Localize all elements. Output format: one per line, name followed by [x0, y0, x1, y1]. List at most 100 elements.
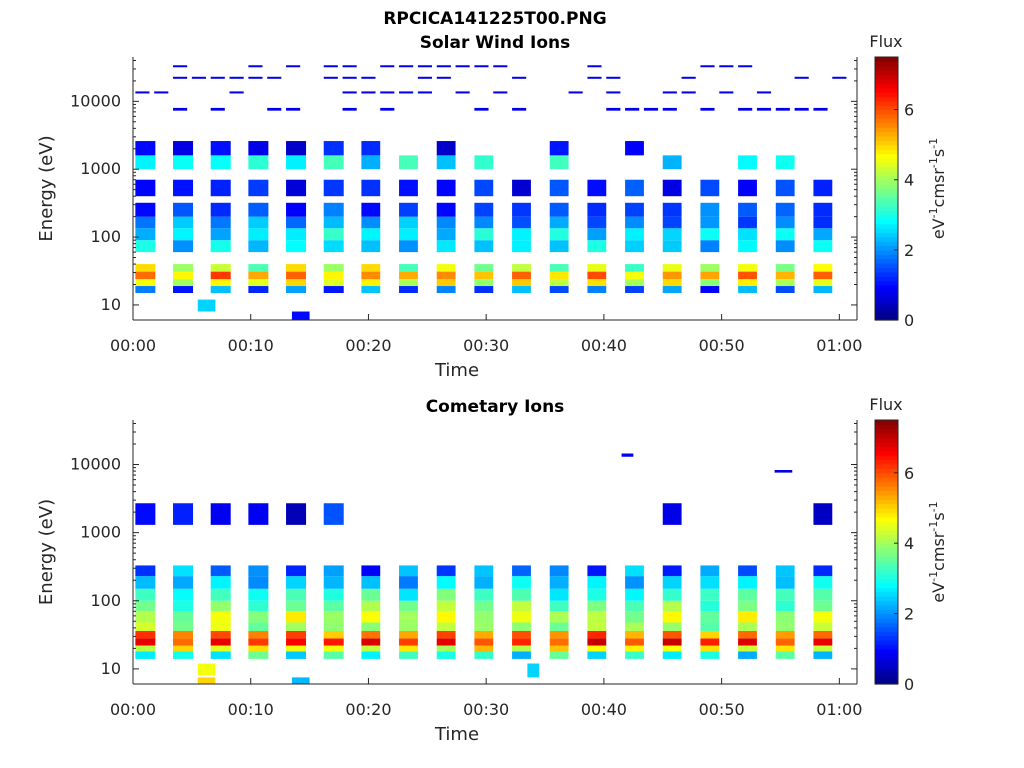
colorbar-swatch: [875, 609, 898, 615]
flux-cell: [191, 76, 206, 79]
flux-cell: [361, 271, 381, 280]
flux-cell: [700, 600, 720, 612]
flux-cell: [625, 638, 644, 646]
colorbar-swatch: [875, 428, 898, 434]
flux-cell: [380, 107, 395, 111]
x-tick-label: 01:00: [816, 700, 862, 719]
flux-cell: [738, 264, 757, 272]
y-tick-label: 100: [90, 591, 121, 610]
flux-cell: [248, 611, 269, 623]
flux-cell: [587, 65, 602, 68]
flux-cell: [436, 216, 456, 229]
flux-cell: [662, 91, 677, 94]
flux-cell: [700, 279, 720, 287]
flux-cell: [587, 202, 607, 217]
flux-cell: [512, 630, 531, 639]
flux-cell: [135, 91, 150, 94]
flux-cell: [173, 286, 194, 293]
flux-cell: [606, 91, 621, 94]
flux-cell: [361, 651, 381, 659]
colorbar-swatch: [875, 657, 898, 663]
y-axis-label: Energy (eV): [36, 499, 57, 605]
flux-cell: [512, 645, 531, 652]
flux-cell: [286, 155, 307, 170]
flux-cell: [512, 286, 531, 293]
flux-cell: [248, 76, 263, 79]
flux-cell: [738, 216, 757, 229]
flux-cell: [286, 271, 307, 280]
flux-cell: [436, 179, 456, 197]
colorbar-swatch: [875, 298, 898, 304]
flux-cell: [173, 600, 194, 612]
flux-cell: [549, 645, 569, 652]
flux-cell: [474, 286, 494, 293]
flux-cell: [436, 651, 456, 659]
colorbar-swatch: [875, 675, 898, 681]
colorbar-tick-label: 6: [904, 101, 914, 120]
flux-cell: [813, 202, 833, 217]
flux-cell: [210, 76, 225, 79]
flux-cell: [700, 630, 720, 639]
flux-cell: [248, 240, 269, 253]
flux-cell: [813, 216, 833, 229]
flux-cell: [197, 677, 216, 684]
colorbar-swatch: [875, 530, 898, 535]
flux-cell: [719, 65, 734, 68]
flux-cell: [662, 179, 682, 197]
flux-cell: [662, 565, 682, 577]
colorbar-swatch: [875, 433, 898, 439]
flux-cell: [775, 638, 795, 646]
x-axis-label: Time: [434, 360, 479, 381]
colorbar-swatch: [875, 118, 898, 124]
flux-cell: [621, 453, 634, 457]
flux-cell: [662, 202, 682, 217]
flux-cell: [286, 141, 307, 156]
flux-cell: [775, 622, 795, 631]
x-tick-label: 00:50: [699, 700, 745, 719]
flux-cell: [399, 286, 418, 293]
flux-cell: [512, 179, 531, 197]
flux-cell: [135, 638, 156, 646]
flux-cell: [474, 216, 494, 229]
flux-cell: [775, 155, 795, 170]
flux-cell: [662, 638, 682, 646]
flux-cell: [399, 638, 418, 646]
colorbar-swatch: [875, 219, 898, 225]
colorbar-swatch: [875, 574, 898, 579]
flux-cell: [832, 76, 847, 79]
colorbar-tick-label: 0: [904, 675, 914, 694]
flux-cell: [286, 179, 307, 197]
flux-cell: [813, 271, 833, 280]
flux-cell: [549, 565, 569, 577]
flux-cell: [775, 588, 795, 601]
flux-cell: [625, 240, 644, 253]
flux-cell: [436, 141, 456, 156]
flux-cell: [210, 141, 231, 156]
flux-cell: [323, 155, 344, 170]
flux-cell: [662, 155, 682, 170]
y-tick-label: 100: [90, 227, 121, 246]
flux-cell: [380, 65, 395, 68]
flux-cell: [700, 107, 715, 111]
colorbar-swatch: [875, 662, 898, 667]
flux-cell: [286, 565, 307, 577]
colorbar-swatch: [875, 249, 898, 255]
colorbar-swatch: [875, 521, 898, 527]
flux-cell: [474, 630, 494, 639]
flux-cell: [474, 588, 494, 601]
colorbar-swatch: [875, 113, 898, 119]
panel-title: Solar Wind Ions: [420, 33, 571, 53]
flux-cell: [361, 611, 381, 623]
flux-cell: [361, 279, 381, 287]
flux-cell: [700, 638, 720, 646]
flux-cell: [197, 663, 216, 676]
flux-cell: [436, 611, 456, 623]
colorbar-swatch: [875, 263, 898, 268]
flux-cell: [135, 645, 156, 652]
colorbar-swatch: [875, 648, 898, 654]
flux-cell: [587, 286, 607, 293]
flux-cell: [775, 240, 795, 253]
flux-cell: [700, 651, 720, 659]
flux-cell: [493, 91, 508, 94]
flux-cell: [662, 588, 682, 601]
